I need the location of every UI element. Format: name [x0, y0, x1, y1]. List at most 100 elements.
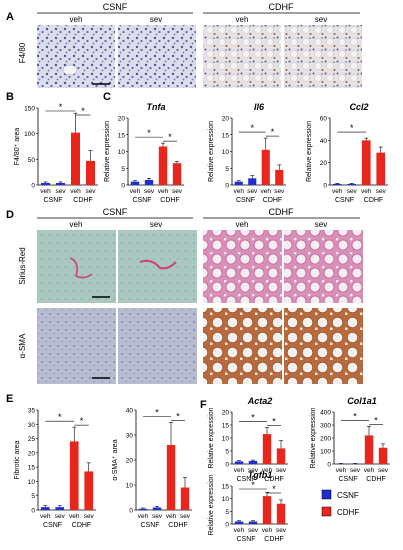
chart-col1a1-tick-label-0: 0 — [327, 462, 331, 469]
chart-il6-bar-0 — [234, 181, 243, 185]
panel-a-group-cdhf: CDHF — [269, 2, 294, 12]
chart-acta2-category-2: veh — [262, 467, 273, 474]
panel-a: A CSNF CDHF veh sev veh sev F4/80 — [6, 2, 362, 88]
chart-acta2-tick-label-3: 15 — [222, 423, 230, 430]
panel-a-row-label: F4/80 — [18, 42, 27, 63]
chart-ccl2-group-0: CSNF — [335, 197, 354, 204]
chart-ccl2-group-1: CDHF — [364, 197, 383, 204]
chart-e2-sig-0: * — [155, 408, 159, 418]
chart-b-category-1: sev — [55, 188, 66, 195]
chart-il6-group-1: CDHF — [263, 197, 282, 204]
chart-tnfa-category-1: sev — [144, 188, 155, 195]
chart-ccl2-category-1: sev — [347, 188, 358, 195]
chart-e1-sig-1: * — [80, 416, 84, 426]
panel-d-group-csnf: CSNF — [103, 207, 128, 217]
chart-tgfb1-tick-label-0: 0 — [225, 522, 229, 529]
chart-b-ylabel: F4/80⁺ area — [14, 128, 21, 166]
micrograph-d-sr-cdhf-veh — [203, 230, 282, 303]
chart-e2-category-1: sev — [152, 513, 163, 520]
chart-b-category-3: sev — [85, 188, 96, 195]
chart-e1-category-1: sev — [55, 513, 66, 520]
chart-tnfa-tick-label-0: 0 — [121, 183, 125, 190]
chart-e1-bar-2 — [69, 441, 79, 510]
chart-tnfa-sig-1: * — [168, 132, 172, 142]
legend-swatch-csnf — [321, 489, 332, 500]
chart-e1-sig-0: * — [58, 412, 62, 422]
chart-tgfb1-category-0: veh — [234, 527, 245, 534]
chart-col1a1-title: Col1a1 — [347, 396, 377, 406]
chart-e2-group-1: CDHF — [168, 522, 187, 529]
chart-e2-tick-label-4: 40 — [126, 408, 134, 415]
panel-d-letter: D — [6, 209, 14, 221]
chart-tgfb1-sig-0: * — [251, 480, 255, 490]
chart-acta2-tick-label-4: 20 — [222, 410, 230, 417]
panel-e-letter: E — [6, 393, 13, 405]
chart-e2-sig-1: * — [176, 412, 180, 422]
chart-e1-tick-label-3: 15 — [28, 465, 36, 472]
micrograph-a-csnf-sev — [118, 25, 196, 88]
chart-ccl2-category-3: sev — [376, 188, 387, 195]
chart-col1a1-group-1: CDHF — [366, 476, 385, 483]
micrograph-a-cdhf-veh — [203, 25, 281, 88]
chart-b-tick-label-3: 150 — [24, 106, 35, 113]
chart-b-sig-0: * — [59, 102, 63, 112]
micrograph-a-csnf-veh — [37, 25, 115, 88]
chart-col1a1-ylabel: Relative expression — [310, 407, 317, 468]
chart-e1-category-3: sev — [84, 513, 95, 520]
chart-il6-tick-label-4: 20 — [222, 116, 230, 123]
chart-b-group-1: CDHF — [73, 197, 92, 204]
chart-e2-bar-3 — [180, 487, 190, 510]
chart-col1a1-category-3: sev — [378, 467, 389, 474]
panel-a-col-sev-1: sev — [150, 15, 162, 24]
chart-tnfa-bar-0 — [130, 181, 140, 185]
chart-acta2-category-1: sev — [248, 467, 259, 474]
chart-tnfa-category-3: sev — [172, 188, 183, 195]
panel-a-col-veh-2: veh — [236, 15, 249, 24]
chart-col1a1-tick-label-4: 400 — [320, 410, 331, 417]
chart-ccl2-tick-label-1: 20 — [320, 160, 328, 167]
panel-d-col-sev-2: sev — [315, 220, 327, 229]
chart-e2-bar-1 — [152, 507, 162, 510]
chart-e2-tick-label-2: 20 — [126, 458, 134, 465]
chart-e2-tick-label-1: 10 — [126, 483, 134, 490]
chart-e1-tick-label-2: 10 — [28, 479, 36, 486]
chart-col1a1-bar-3 — [378, 447, 388, 464]
chart-e2-category-3: sev — [180, 513, 191, 520]
chart-e2-category-2: veh — [166, 513, 177, 520]
chart-e1-tick-label-5: 25 — [28, 436, 36, 443]
chart-acta2-bar-0 — [234, 461, 244, 464]
chart-tnfa-sig-0: * — [147, 128, 151, 138]
legend-label-csnf: CSNF — [337, 491, 359, 500]
chart-acta2-tick-label-1: 5 — [225, 449, 229, 456]
legend-label-cdhf: CDHF — [337, 508, 359, 517]
chart-il6-category-1: sev — [247, 188, 258, 195]
chart-il6-tick-label-3: 15 — [222, 132, 230, 139]
panel-d-row-label-sirius: Sirius-Red — [18, 247, 27, 284]
chart-ccl2-category-2: veh — [361, 188, 372, 195]
chart-e1-tick-label-0: 0 — [31, 508, 35, 515]
chart-tnfa-bar-3 — [172, 163, 182, 185]
chart-il6-bar-1 — [248, 178, 257, 185]
micrograph-d-sr-fiber-1 — [69, 257, 93, 279]
panel-b-letter: B — [6, 91, 14, 103]
chart-tnfa-group-1: CDHF — [160, 197, 179, 204]
panel-f-letter: F — [200, 399, 207, 411]
chart-tnfa-tick-label-4: 20 — [118, 116, 126, 123]
chart-tgfb1-group-1: CDHF — [264, 536, 283, 543]
chart-tnfa-bar-2 — [158, 146, 168, 185]
chart-acta2-bar-3 — [276, 448, 286, 464]
micrograph-d-sr-cdhf-sev — [284, 230, 363, 303]
chart-e2-tick-label-0: 0 — [129, 508, 133, 515]
chart-il6-bar-3 — [275, 169, 284, 185]
chart-e2-group-0: CSNF — [140, 522, 159, 529]
chart-col1a1-category-0: veh — [336, 467, 347, 474]
chart-col1a1-group-0: CSNF — [338, 476, 357, 483]
chart-tgfb1-category-3: sev — [276, 527, 287, 534]
